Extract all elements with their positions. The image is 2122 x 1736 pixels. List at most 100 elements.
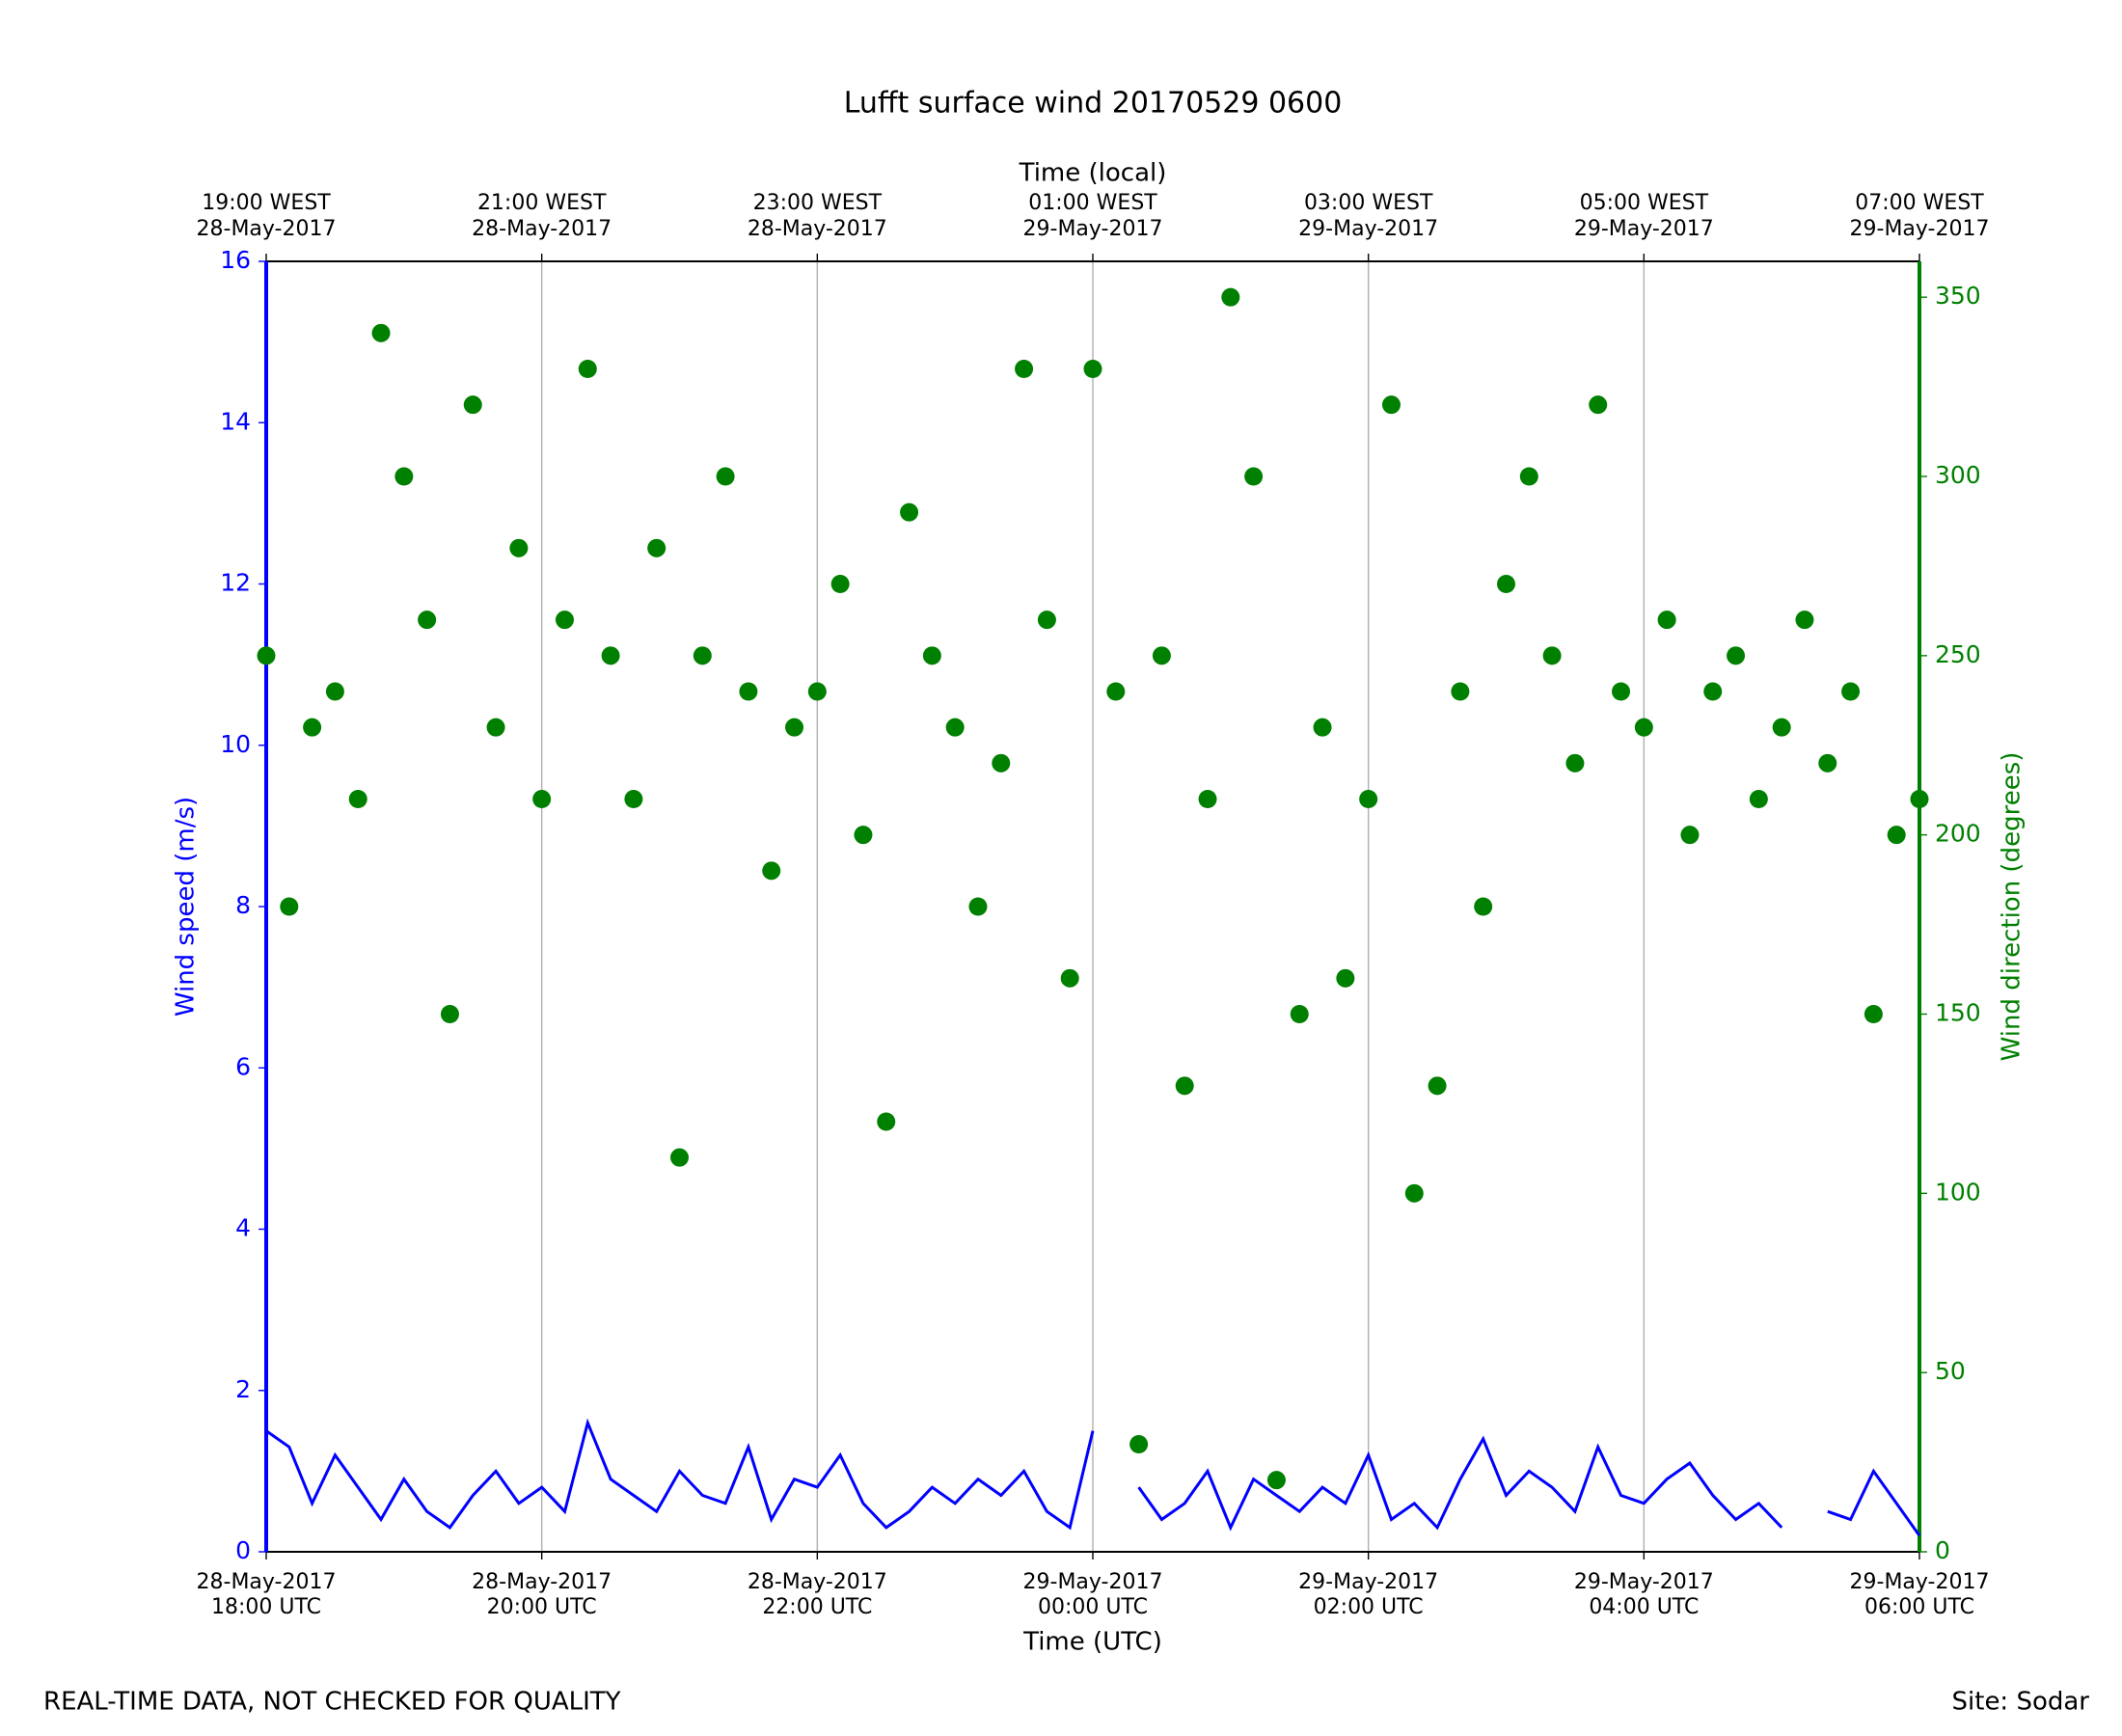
x-tick-label: 28-May-2017 xyxy=(748,1570,887,1594)
y-tick-label: 2 xyxy=(235,1375,251,1403)
y2-tick-label: 300 xyxy=(1935,461,1981,489)
y2-tick-label: 100 xyxy=(1935,1178,1981,1206)
direction-point xyxy=(900,502,919,522)
y2-tick-label: 200 xyxy=(1935,820,1981,848)
x2-tick-label: 29-May-2017 xyxy=(1850,217,1990,241)
x2-tick-label: 29-May-2017 xyxy=(1298,217,1438,241)
y2-tick-label: 250 xyxy=(1935,640,1981,668)
x2-tick-label: 29-May-2017 xyxy=(1023,217,1163,241)
x2-tick-label: 28-May-2017 xyxy=(472,217,612,241)
direction-point xyxy=(1749,790,1768,808)
direction-point xyxy=(1634,718,1653,737)
footer-note: REAL-TIME DATA, NOT CHECKED FOR QUALITY xyxy=(43,1688,621,1717)
x-tick-label: 29-May-2017 xyxy=(1298,1570,1438,1594)
direction-point xyxy=(1083,360,1102,378)
y-axis-label: Wind speed (m/s) xyxy=(172,797,201,1017)
direction-point xyxy=(509,538,529,557)
direction-point xyxy=(1221,287,1240,307)
direction-point xyxy=(945,718,965,737)
x2-tick-label: 28-May-2017 xyxy=(197,217,337,241)
direction-point xyxy=(785,718,804,737)
y-tick-label: 12 xyxy=(220,569,251,597)
y-tick-label: 4 xyxy=(235,1214,251,1242)
x-tick-label: 00:00 UTC xyxy=(1038,1595,1148,1619)
x-tick-label: 22:00 UTC xyxy=(762,1595,872,1619)
y2-axis-label: Wind direction (degrees) xyxy=(1998,752,2027,1062)
direction-point xyxy=(371,323,391,342)
y-tick-label: 10 xyxy=(220,730,251,758)
direction-point xyxy=(1290,1005,1309,1023)
direction-point xyxy=(1266,1471,1286,1490)
direction-point xyxy=(325,682,344,701)
direction-point xyxy=(1589,395,1608,415)
direction-point xyxy=(1542,646,1562,665)
x2-tick-label: 05:00 WEST xyxy=(1580,191,1709,215)
x-axis-label: Time (UTC) xyxy=(1022,1628,1162,1657)
direction-point xyxy=(1887,826,1906,845)
x-tick-label: 29-May-2017 xyxy=(1023,1570,1163,1594)
y-tick-label: 0 xyxy=(235,1536,251,1564)
y2-tick-label: 0 xyxy=(1935,1536,1950,1564)
direction-point xyxy=(1818,753,1837,773)
y2-tick-label: 50 xyxy=(1935,1357,1966,1385)
direction-point xyxy=(693,646,712,665)
direction-point xyxy=(578,360,597,378)
x-tick-label: 02:00 UTC xyxy=(1314,1595,1424,1619)
x2-tick-label: 07:00 WEST xyxy=(1855,191,1984,215)
direction-point xyxy=(1037,610,1056,630)
y-tick-label: 16 xyxy=(220,246,251,274)
x2-tick-label: 23:00 WEST xyxy=(753,191,883,215)
x-tick-label: 29-May-2017 xyxy=(1850,1570,1990,1594)
direction-point xyxy=(1565,753,1585,773)
direction-point xyxy=(1841,682,1861,701)
direction-point xyxy=(1451,682,1470,701)
x2-tick-label: 21:00 WEST xyxy=(477,191,607,215)
direction-point xyxy=(280,897,299,916)
direction-point xyxy=(1404,1183,1424,1203)
direction-point xyxy=(1106,682,1126,701)
direction-point xyxy=(1129,1435,1149,1453)
x2-tick-label: 29-May-2017 xyxy=(1574,217,1714,241)
direction-point xyxy=(647,538,667,557)
direction-point xyxy=(303,718,322,737)
direction-point xyxy=(1336,968,1355,988)
direction-point xyxy=(1519,467,1538,486)
direction-point xyxy=(1428,1076,1447,1096)
direction-point xyxy=(1703,682,1723,701)
direction-point xyxy=(670,1148,689,1167)
direction-point xyxy=(830,575,850,593)
direction-point xyxy=(555,610,574,630)
chart-title: Lufft surface wind 20170529 0600 xyxy=(844,87,1343,121)
direction-point xyxy=(601,646,620,665)
direction-point xyxy=(440,1005,459,1023)
direction-point xyxy=(1657,610,1676,630)
direction-point xyxy=(807,682,827,701)
direction-point xyxy=(1795,610,1814,630)
direction-point xyxy=(739,682,758,701)
x-tick-label: 04:00 UTC xyxy=(1589,1595,1699,1619)
direction-point xyxy=(1359,790,1378,808)
y-tick-label: 6 xyxy=(235,1052,251,1080)
direction-point xyxy=(1198,790,1217,808)
x2-tick-label: 01:00 WEST xyxy=(1028,191,1157,215)
direction-point xyxy=(968,897,988,916)
x2-axis-label: Time (local) xyxy=(1019,159,1167,188)
direction-point xyxy=(716,467,735,486)
direction-point xyxy=(1727,646,1746,665)
direction-point xyxy=(1175,1076,1194,1096)
direction-point xyxy=(1060,968,1079,988)
x2-tick-label: 03:00 WEST xyxy=(1304,191,1433,215)
x-tick-label: 06:00 UTC xyxy=(1864,1595,1974,1619)
speed-line xyxy=(265,1418,1921,1537)
direction-point xyxy=(1244,467,1264,486)
x-tick-label: 28-May-2017 xyxy=(197,1570,337,1594)
direction-point xyxy=(1015,360,1034,378)
site-label: Site: Sodar xyxy=(1952,1688,2090,1717)
direction-point xyxy=(1313,718,1332,737)
direction-point xyxy=(394,467,414,486)
direction-point xyxy=(992,753,1011,773)
direction-point xyxy=(877,1112,896,1131)
direction-point xyxy=(1864,1005,1883,1023)
y2-tick-label: 350 xyxy=(1935,282,1981,310)
